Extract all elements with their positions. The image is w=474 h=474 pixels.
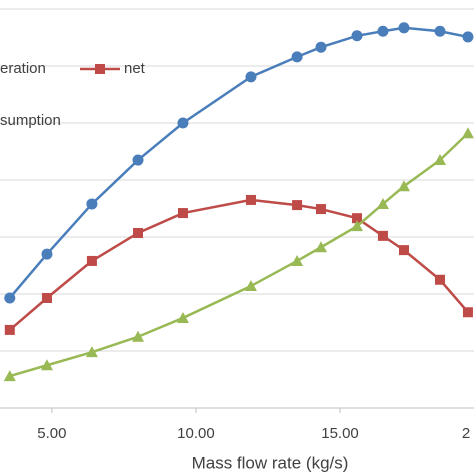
series-line: [8, 26, 469, 299]
point: [133, 228, 144, 239]
point: [291, 51, 303, 63]
point: [177, 117, 189, 129]
point: [377, 230, 388, 241]
x-tick-label: 15.00: [321, 425, 359, 442]
point: [41, 292, 52, 303]
point: [434, 25, 446, 37]
legend-label: net: [124, 60, 146, 77]
point: [40, 359, 53, 371]
point: [41, 248, 53, 260]
point: [3, 370, 16, 382]
point: [177, 208, 188, 219]
x-axis-label: Mass flow rate (kg/s): [192, 453, 349, 472]
point: [462, 307, 473, 318]
point: [315, 41, 327, 53]
point: [351, 220, 364, 232]
point: [434, 274, 445, 285]
point: [291, 254, 304, 266]
point: [314, 241, 327, 253]
point: [4, 324, 15, 335]
point: [244, 280, 257, 292]
point: [86, 198, 98, 210]
point: [292, 200, 303, 211]
point: [398, 22, 410, 34]
point: [245, 194, 256, 205]
point: [376, 197, 389, 209]
point: [351, 30, 363, 42]
point: [398, 245, 409, 256]
legend-label: sumption: [0, 112, 61, 129]
legend-marker: [95, 64, 105, 74]
point: [377, 25, 389, 37]
x-tick-label: 5.00: [37, 425, 66, 442]
x-tick-label: 2: [462, 425, 470, 442]
point: [245, 71, 257, 83]
legend-label: eration: [0, 60, 46, 77]
point: [132, 330, 145, 342]
point: [4, 292, 16, 304]
point: [85, 346, 98, 358]
x-tick-label: 10.00: [177, 425, 215, 442]
point: [132, 154, 144, 166]
point: [433, 154, 446, 166]
point: [397, 180, 410, 192]
point: [462, 31, 474, 43]
point: [352, 213, 363, 224]
point: [176, 311, 189, 323]
point: [86, 255, 97, 266]
point: [315, 204, 326, 215]
point: [461, 127, 474, 139]
